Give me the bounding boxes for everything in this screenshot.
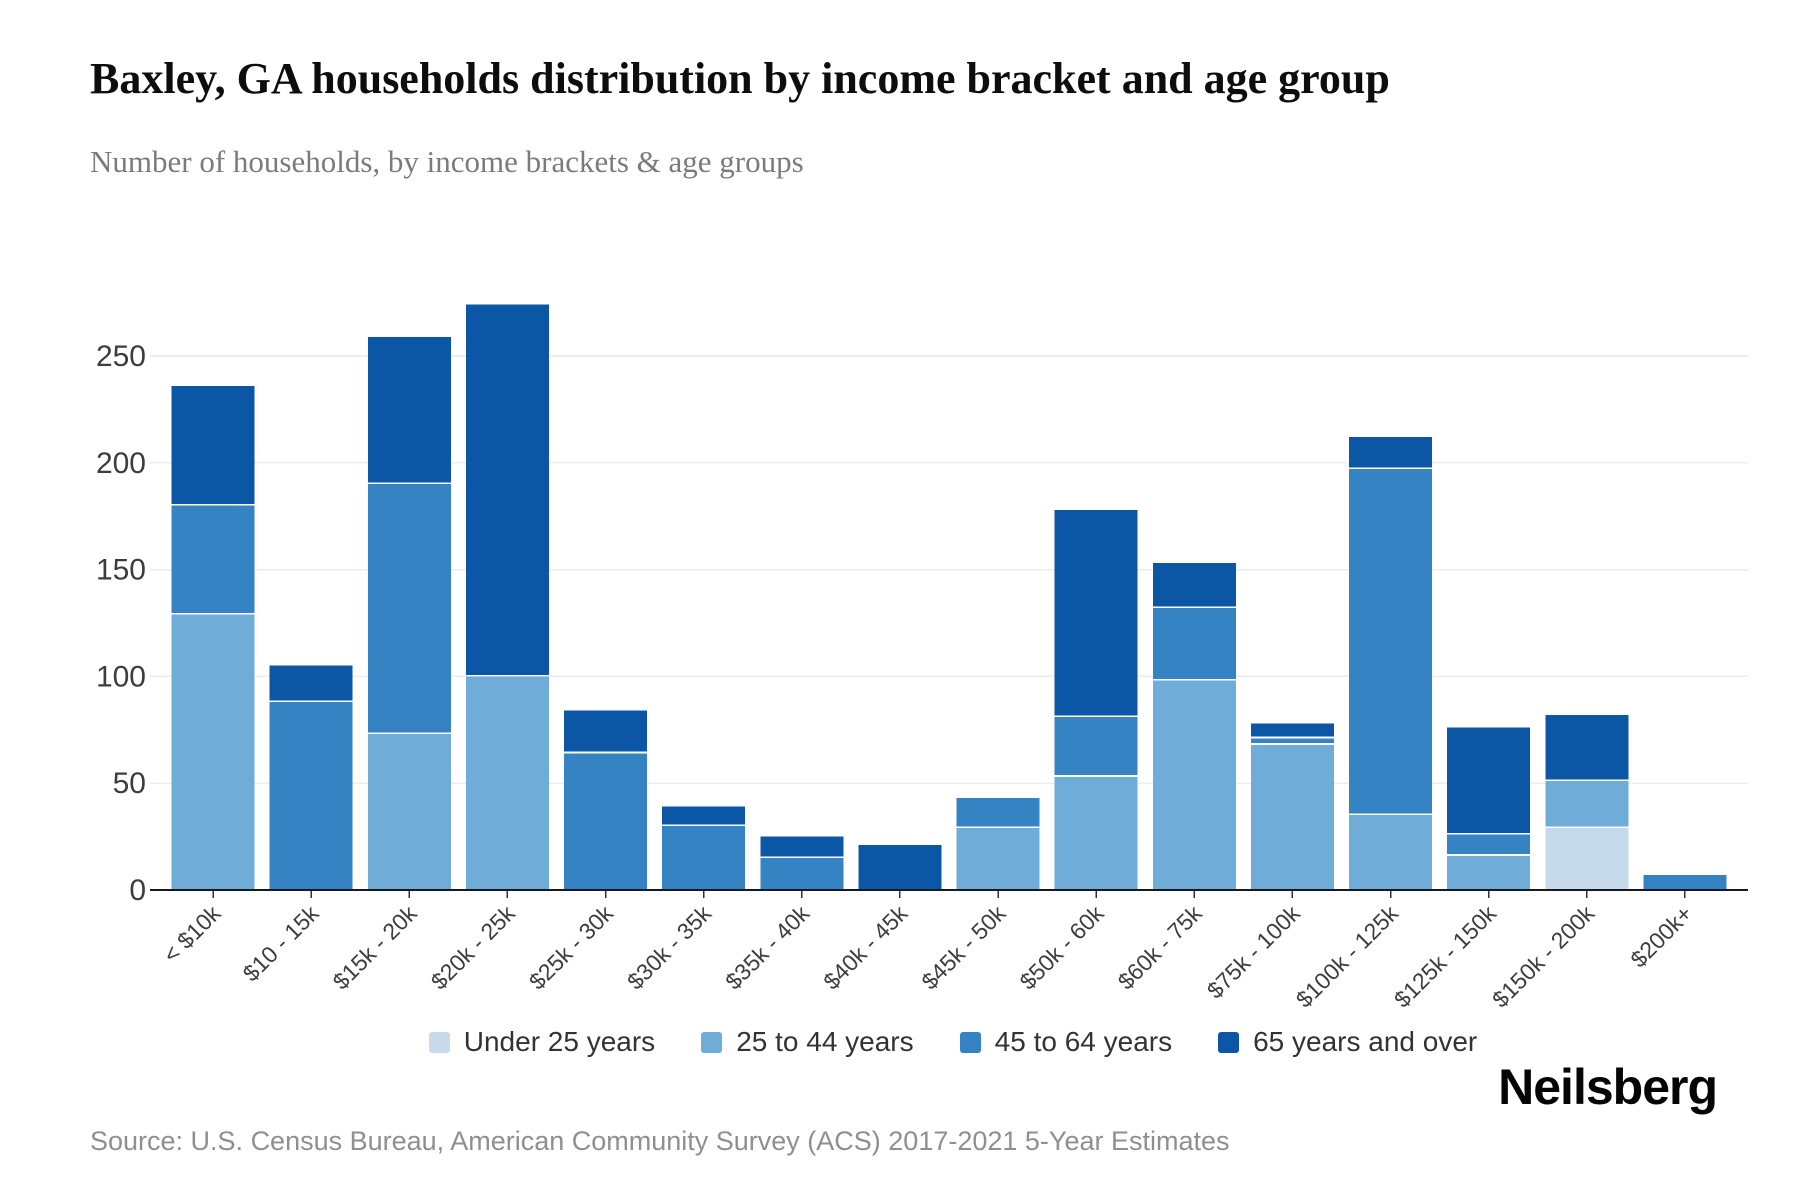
x-axis-tick-label: $75k - 100k — [1202, 900, 1306, 1004]
bar-segment[interactable] — [465, 304, 549, 675]
bar-segment[interactable] — [1447, 834, 1531, 855]
bar-segment[interactable] — [1152, 563, 1236, 607]
x-axis-tick-label: $40k - 45k — [818, 900, 913, 995]
brand-logo: Neilsberg — [1498, 1059, 1718, 1115]
legend-item[interactable]: 25 to 44 years — [701, 1026, 914, 1058]
legend-swatch-icon — [1218, 1031, 1240, 1053]
bar-segment[interactable] — [956, 798, 1040, 827]
x-axis-tick-label: $50k - 60k — [1014, 900, 1109, 995]
bar-segment[interactable] — [269, 665, 353, 701]
bar-segment[interactable] — [858, 845, 942, 890]
bar-segment[interactable] — [1447, 855, 1531, 890]
legend-item[interactable]: 45 to 64 years — [959, 1026, 1173, 1058]
x-axis-tick-label: $200k+ — [1625, 900, 1697, 972]
bar-segment[interactable] — [367, 484, 451, 733]
bar-segment[interactable] — [171, 385, 255, 504]
bar-segment[interactable] — [1152, 608, 1236, 680]
x-axis-tick-label: $45k - 50k — [916, 900, 1011, 995]
x-axis-tick-label: $30k - 35k — [622, 900, 717, 995]
x-axis-tick-label: $15k - 20k — [328, 900, 423, 995]
x-axis-tick-label: $10 - 15k — [238, 900, 325, 987]
bar-segment[interactable] — [1545, 714, 1629, 780]
x-axis-tick-label: $125k - 150k — [1389, 900, 1502, 1013]
bar-segment[interactable] — [1054, 776, 1138, 890]
legend-item[interactable]: 65 years and over — [1218, 1026, 1477, 1058]
bar-segment[interactable] — [662, 825, 746, 890]
source-note: Source: U.S. Census Bureau, American Com… — [90, 1126, 1230, 1156]
bar-segment[interactable] — [1545, 828, 1629, 890]
legend-label: Under 25 years — [463, 1026, 656, 1057]
x-axis-tick-label: $100k - 125k — [1291, 900, 1404, 1013]
bar-segment[interactable] — [956, 828, 1040, 890]
legend-label: 45 to 64 years — [994, 1026, 1173, 1057]
y-axis-tick-label: 250 — [96, 340, 146, 373]
y-axis-tick-label: 0 — [129, 874, 146, 907]
bar-segment[interactable] — [760, 836, 844, 857]
bar-segment[interactable] — [1152, 680, 1236, 890]
bar-segment[interactable] — [171, 614, 255, 890]
x-axis-tick-label: $35k - 40k — [720, 900, 815, 995]
bar-segment[interactable] — [1250, 744, 1334, 890]
bar-segment[interactable] — [760, 857, 844, 890]
bar-segment[interactable] — [564, 710, 648, 752]
bar-segment[interactable] — [269, 702, 353, 890]
bar-segment[interactable] — [465, 676, 549, 890]
bar-segment[interactable] — [1054, 509, 1138, 716]
x-axis-tick-label: $25k - 30k — [524, 900, 619, 995]
y-axis-tick-label: 50 — [113, 767, 146, 800]
y-axis-tick-label: 150 — [96, 554, 146, 587]
bar-segment[interactable] — [1349, 437, 1433, 468]
legend-label: 65 years and over — [1253, 1026, 1478, 1057]
chart-subtitle: Number of households, by income brackets… — [90, 144, 804, 179]
bar-segment[interactable] — [1250, 723, 1334, 737]
legend-swatch-icon — [428, 1031, 450, 1053]
y-axis-tick-label: 100 — [96, 660, 146, 693]
bar-segment[interactable] — [1643, 875, 1727, 890]
x-axis-tick-label: < $10k — [158, 900, 226, 968]
bar-segment[interactable] — [367, 336, 451, 483]
bar-segment[interactable] — [662, 806, 746, 825]
bar-segment[interactable] — [1349, 469, 1433, 814]
bar-segment[interactable] — [1545, 781, 1629, 827]
y-axis-tick-label: 200 — [96, 447, 146, 480]
bar-segment[interactable] — [1349, 815, 1433, 890]
bar-segment[interactable] — [1054, 716, 1138, 776]
legend: Under 25 years 25 to 44 years 45 to 64 yea… — [158, 1022, 1748, 1062]
x-axis-tick-label: $150k - 200k — [1487, 900, 1600, 1013]
bar-segment[interactable] — [171, 505, 255, 613]
bar-segment[interactable] — [1250, 738, 1334, 744]
legend-label: 25 to 44 years — [736, 1026, 914, 1057]
bar-segment[interactable] — [1447, 727, 1531, 833]
legend-item[interactable]: Under 25 years — [428, 1026, 656, 1058]
chart-title: Baxley, GA households distribution by in… — [90, 54, 1390, 103]
legend-swatch-icon — [701, 1031, 723, 1053]
x-axis-tick-label: $20k - 25k — [426, 900, 521, 995]
bar-segment[interactable] — [564, 753, 648, 890]
bar-segment[interactable] — [367, 734, 451, 890]
x-axis-tick-label: $60k - 75k — [1113, 900, 1208, 995]
legend-swatch-icon — [959, 1031, 981, 1053]
